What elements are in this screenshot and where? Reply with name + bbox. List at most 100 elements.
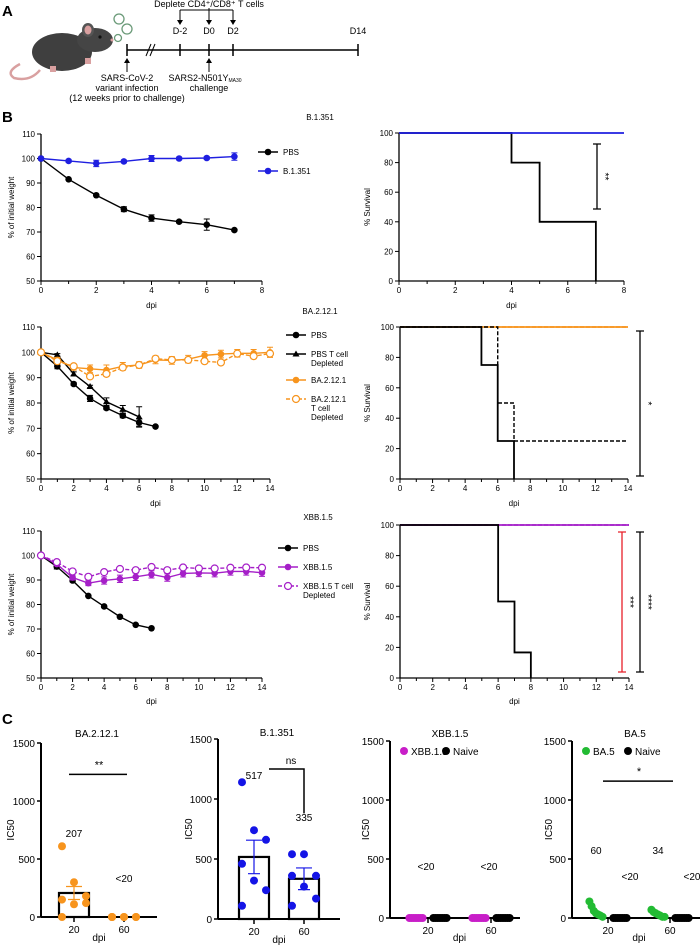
y-tick-label: 100 bbox=[22, 155, 36, 164]
x-tick-label: 10 bbox=[558, 484, 567, 493]
data-point bbox=[442, 914, 451, 922]
data-point bbox=[288, 850, 296, 859]
panel-label-c: C bbox=[2, 711, 13, 728]
significance-label: *** bbox=[624, 596, 635, 608]
significance-label: ** bbox=[95, 759, 104, 771]
data-point bbox=[58, 895, 66, 904]
x-tick-label: 4 bbox=[149, 286, 154, 295]
y-tick-label: 20 bbox=[384, 247, 393, 256]
y-axis-label: IC50 bbox=[544, 819, 555, 841]
data-point bbox=[292, 350, 300, 357]
y-tick-label: 90 bbox=[26, 179, 35, 188]
legend-label: Depleted bbox=[303, 591, 335, 600]
data-point bbox=[37, 155, 45, 162]
data-point bbox=[85, 592, 92, 600]
y-tick-label: 1500 bbox=[544, 737, 567, 748]
data-point bbox=[118, 363, 127, 372]
data-point bbox=[147, 562, 156, 572]
y-tick-label: 1500 bbox=[190, 735, 213, 746]
legend-label: PBS bbox=[283, 148, 299, 157]
chart-0-line: 0 2 4 6 8 50 60 70 80 90 100 110 dpi % of initial wei… bbox=[7, 113, 334, 310]
data-point bbox=[233, 349, 242, 358]
x-tick-label: 14 bbox=[266, 484, 275, 493]
group: <20 bbox=[108, 874, 140, 921]
legend-marker bbox=[442, 747, 450, 755]
data-point bbox=[505, 914, 514, 922]
x-tick-label: 10 bbox=[559, 683, 568, 692]
chart-title: XBB.1.5 bbox=[303, 513, 333, 522]
error-bar bbox=[66, 885, 82, 901]
y-tick-label: 20 bbox=[385, 643, 394, 652]
y-tick-label: 90 bbox=[26, 374, 35, 383]
data-point bbox=[120, 158, 128, 165]
legend-item: PBS bbox=[278, 544, 319, 553]
y-tick-label: 80 bbox=[26, 601, 35, 610]
significance-label: ** bbox=[599, 173, 610, 181]
chart-title: BA.2.12.1 bbox=[302, 307, 338, 316]
infection-label: variant infection bbox=[95, 83, 158, 93]
chart-title: XBB.1.5 bbox=[432, 729, 469, 740]
group: <20 bbox=[671, 872, 700, 922]
significance-label: * bbox=[637, 766, 642, 778]
mouse-illustration bbox=[9, 23, 114, 81]
data-point bbox=[238, 901, 246, 910]
y-tick-label: 40 bbox=[385, 414, 394, 423]
data-point bbox=[283, 581, 293, 591]
chart-4-line: 0 2 4 6 8 10 12 14 50 60 70 80 90 100 110 dpi % of initi… bbox=[7, 513, 354, 706]
x-axis-label: dpi bbox=[506, 301, 517, 310]
survival-curve bbox=[400, 326, 515, 479]
data-point bbox=[312, 894, 320, 903]
legend-label: XBB.1.5 T cell bbox=[303, 582, 354, 591]
data-point bbox=[264, 148, 272, 156]
data-point bbox=[148, 214, 155, 222]
y-tick-label: 0 bbox=[390, 475, 395, 484]
y-tick-label: 70 bbox=[26, 424, 35, 433]
data-point bbox=[300, 850, 308, 859]
y-axis-label: IC50 bbox=[6, 819, 17, 841]
error-bar bbox=[296, 867, 312, 891]
legend-label: Depleted bbox=[311, 413, 343, 422]
y-tick-label: 50 bbox=[26, 674, 35, 683]
y-tick-label: 0 bbox=[390, 674, 395, 683]
y-axis-label: % Survival bbox=[363, 384, 372, 422]
y-tick-label: 60 bbox=[26, 450, 35, 459]
group: 60 bbox=[585, 846, 607, 921]
arrowheads bbox=[124, 20, 236, 63]
legend-label: PBS T cell bbox=[311, 350, 348, 359]
data-point bbox=[70, 380, 78, 388]
data-point bbox=[288, 901, 296, 910]
data-point bbox=[231, 226, 238, 234]
data-point bbox=[163, 566, 172, 575]
x-tick-label: 2 bbox=[70, 683, 75, 692]
data-point bbox=[86, 365, 94, 373]
value-label: 60 bbox=[590, 846, 602, 857]
data-point bbox=[120, 205, 128, 213]
x-tick-label: 2 bbox=[71, 484, 76, 493]
data-point bbox=[58, 842, 66, 851]
data-point bbox=[231, 153, 238, 160]
x-tick-label: 6 bbox=[496, 683, 501, 692]
survival-curve bbox=[400, 326, 628, 442]
data-point bbox=[119, 412, 127, 419]
survival-curve bbox=[399, 132, 597, 281]
y-tick-label: 100 bbox=[22, 552, 36, 561]
y-tick-label: 60 bbox=[26, 253, 35, 262]
x-tick-label: 6 bbox=[137, 484, 142, 493]
data-point bbox=[312, 871, 320, 880]
legend-marker bbox=[582, 747, 590, 755]
x-tick-label: 20 bbox=[68, 925, 80, 936]
group: 335 bbox=[287, 813, 321, 921]
x-axis-label: dpi bbox=[453, 933, 466, 944]
y-tick-label: 80 bbox=[26, 204, 35, 213]
y-tick-label: 60 bbox=[26, 650, 35, 659]
legend-label: Depleted bbox=[311, 359, 343, 368]
x-tick-label: 4 bbox=[463, 683, 468, 692]
x-tick-label: 4 bbox=[102, 683, 107, 692]
x-tick-label: 2 bbox=[94, 286, 99, 295]
data-point bbox=[598, 912, 607, 921]
y-tick-label: 100 bbox=[381, 521, 395, 530]
data-point bbox=[163, 574, 171, 581]
panel-label-a: A bbox=[2, 3, 13, 20]
